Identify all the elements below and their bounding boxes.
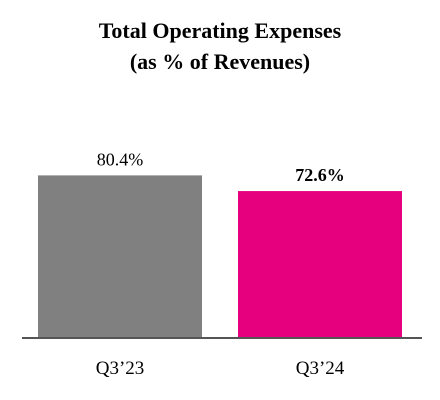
- value-label-2: 72.6%: [295, 165, 345, 185]
- value-label-1: 80.4%: [97, 149, 144, 169]
- bar-2: [238, 191, 402, 337]
- chart-title-line-1: Total Operating Expenses: [99, 18, 342, 43]
- chart-title-line-2: (as % of Revenues): [130, 49, 310, 74]
- category-label-1: Q3’23: [96, 358, 145, 379]
- category-label-2: Q3’24: [296, 358, 345, 379]
- bars-group: 80.4% Q3’23 72.6% Q3’24: [38, 149, 402, 379]
- bar-1: [38, 175, 202, 337]
